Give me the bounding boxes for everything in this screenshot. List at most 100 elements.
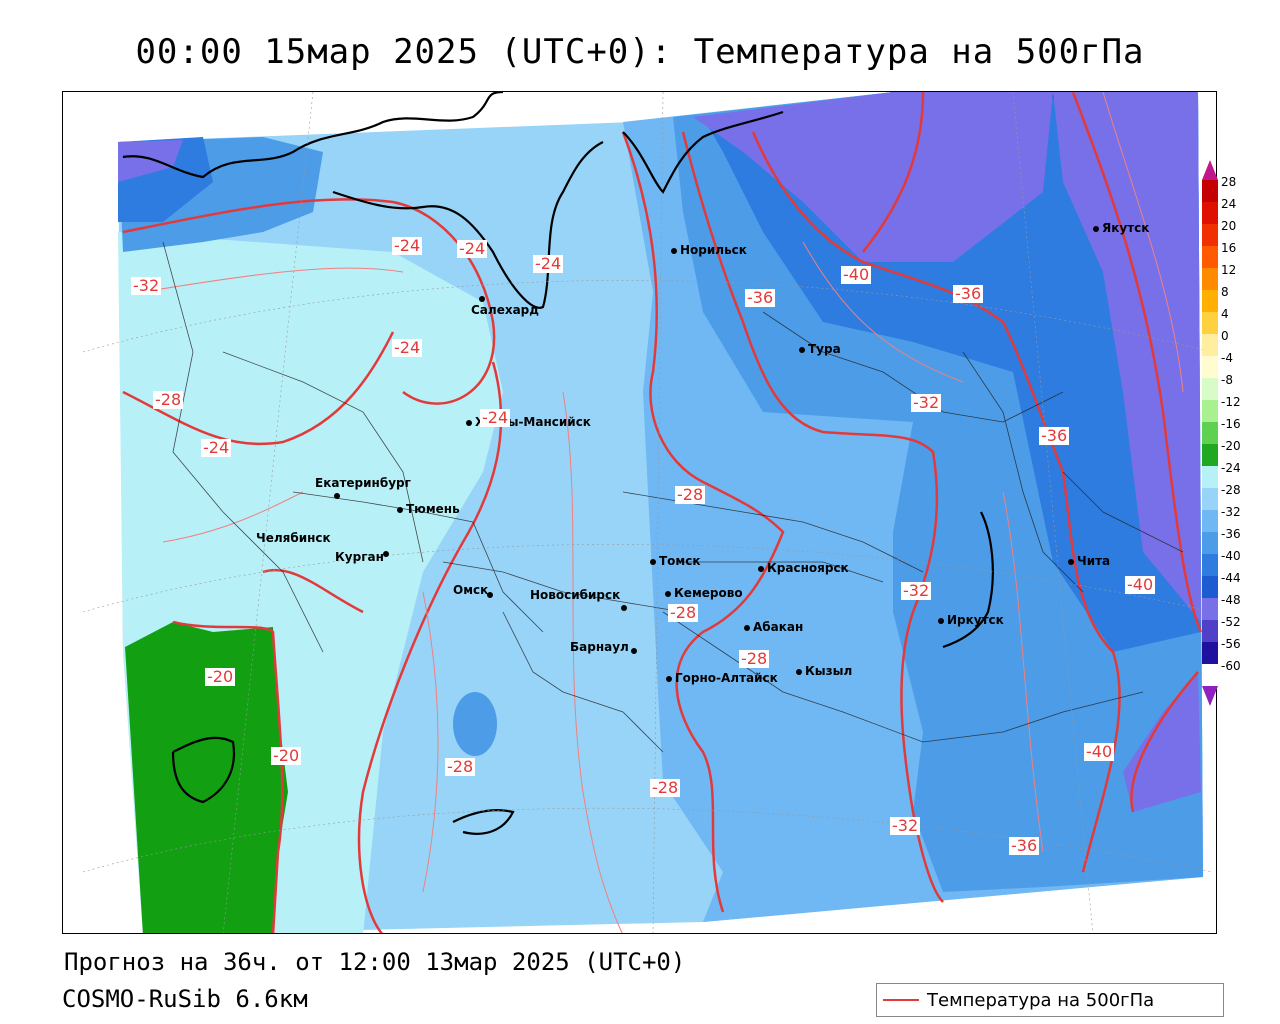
colorbar-tick-label: -4 [1221,351,1233,365]
isotherm-label: -28 [668,603,699,622]
city-dot-icon [744,624,750,631]
isotherm-label: -28 [445,757,476,776]
legend-label: Температура на 500гПа [927,989,1155,1011]
city-novosibirsk: Новосибирск [530,588,621,602]
colorbar-cell [1202,444,1218,466]
city-barnaul: Барнаул [570,640,629,654]
isotherm-label: -36 [1009,836,1040,855]
isotherm-label: -20 [205,667,236,686]
isotherm-label: -36 [953,284,984,303]
map-area[interactable]: Якутск Норильск Салехард Тура Ханты-Манс… [62,91,1217,934]
city-dot-icon [665,590,671,597]
cold-patch-central [453,692,497,756]
city-gorno-altaysk: Горно-Алтайск [666,672,778,684]
isotherm-label: -40 [1084,742,1115,761]
city-omsk: Омск [453,583,489,597]
colorbar-cell [1202,510,1218,532]
colorbar-cell [1202,554,1218,576]
colorbar-tick-label: 4 [1221,307,1229,321]
colorbar-tick-label: -24 [1221,461,1241,475]
colorbar-cell [1202,202,1218,224]
colorbar-cell [1202,356,1218,378]
city-kemerovo: Кемерово [665,587,743,599]
isotherm-label: -24 [457,239,488,258]
colorbar-bottom-arrow-icon [1202,686,1218,706]
colorbar-tick-label: 12 [1221,263,1237,277]
colorbar-tick-label: -52 [1221,615,1241,629]
colorbar-tick-label: 8 [1221,285,1229,299]
isotherm-label: -24 [201,438,232,457]
colorbar-cell [1202,180,1218,202]
isotherm-label: -28 [675,485,706,504]
field-zone-purple-e [1053,92,1201,622]
colorbar-tick-label: -48 [1221,593,1241,607]
isotherm-label: -28 [650,778,681,797]
isotherm-label: -36 [745,288,776,307]
colorbar-cell [1202,400,1218,422]
city-dot-icon [938,617,944,624]
colorbar [1202,160,1218,706]
city-dot-icon [466,419,472,426]
colorbar-cell [1202,620,1218,642]
legend-line-icon [883,999,919,1001]
city-dot-icon [487,591,493,598]
isotherm-label: -32 [901,581,932,600]
colorbar-tick-label: -32 [1221,505,1241,519]
isotherm-label: -36 [1039,426,1070,445]
colorbar-tick-label: -40 [1221,549,1241,563]
isotherm-label: -24 [392,236,423,255]
map-title: 00:00 15мар 2025 (UTC+0): Температура на… [135,32,1145,72]
colorbar-cell [1202,466,1218,488]
isotherm-label: -40 [1125,575,1156,594]
city-tyumen: Тюмень [397,503,460,515]
field-zone-cold-nw3 [118,140,183,182]
isotherm-label: -32 [890,816,921,835]
city-dot-icon [397,506,403,513]
colorbar-tick-label: 28 [1221,175,1237,189]
colorbar-tick-label: -56 [1221,637,1241,651]
isotherm-label: -32 [131,276,162,295]
city-yekaterinburg-dot [334,489,343,501]
city-yekaterinburg: Екатеринбург [315,476,411,490]
colorbar-cell [1202,246,1218,268]
colorbar-tick-label: 0 [1221,329,1229,343]
city-kurgan-dot [383,547,392,559]
colorbar-top-arrow-icon [1202,160,1218,180]
forecast-caption: Прогноз на 36ч. от 12:00 13мар 2025 (UTC… [64,948,686,976]
city-barnaul-dot [631,644,640,656]
field-zone-20 [125,622,288,933]
city-kyzyl: Кызыл [796,665,852,677]
city-tura: Тура [799,343,841,355]
city-dot-icon [799,346,805,353]
city-dot-icon [1068,558,1074,565]
city-dot-icon [1093,225,1099,232]
isotherm-label: -32 [911,393,942,412]
model-caption: COSMO-RuSib 6.6км [62,985,308,1013]
colorbar-tick-label: -44 [1221,571,1241,585]
city-dot-icon [621,604,627,611]
city-dot-icon [334,492,340,499]
isotherm-label: -24 [480,408,511,427]
isotherm-label: -40 [841,265,872,284]
city-irkutsk: Иркутск [938,614,1004,626]
colorbar-cell [1202,532,1218,554]
colorbar-cell [1202,290,1218,312]
city-dot-icon [758,565,764,572]
colorbar-tick-label: -8 [1221,373,1233,387]
city-krasnoyarsk: Красноярск [758,562,849,574]
legend-box: Температура на 500гПа [876,983,1224,1017]
city-dot-icon [479,295,485,302]
colorbar-cell [1202,378,1218,400]
isotherm-label: -24 [533,254,564,273]
city-chita: Чита [1068,555,1110,567]
colorbar-tick-label: 24 [1221,197,1237,211]
colorbar-cell [1202,488,1218,510]
city-dot-icon [383,550,389,557]
colorbar-cell [1202,224,1218,246]
city-dot-icon [631,647,637,654]
city-kurgan: Курган [335,550,384,564]
city-yakutsk: Якутск [1093,222,1149,234]
colorbar-cell [1202,422,1218,444]
city-omsk-dot [487,588,496,600]
city-salekhard-label: Салехард [471,303,539,317]
